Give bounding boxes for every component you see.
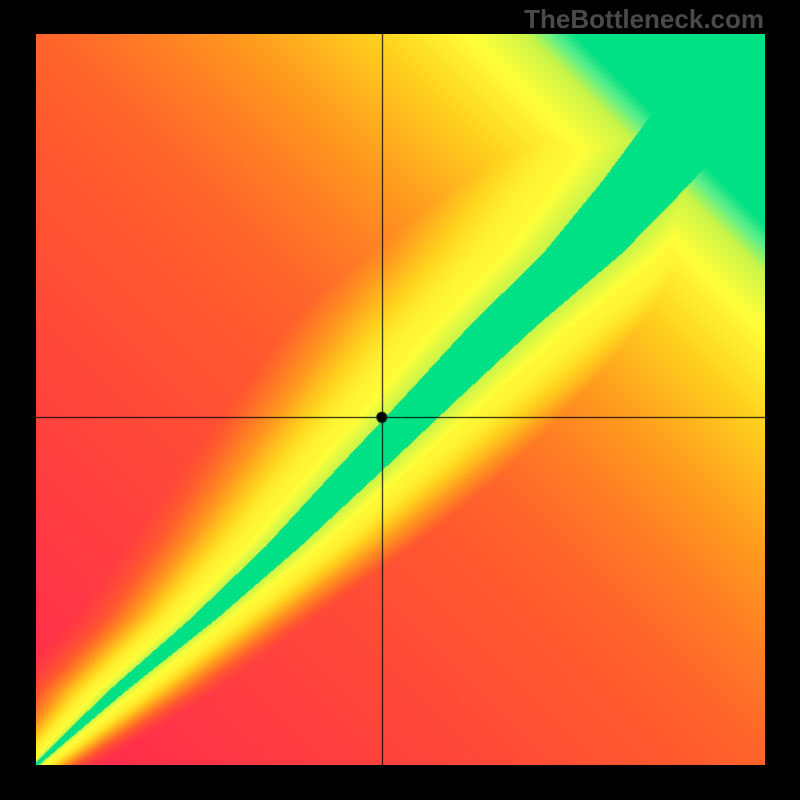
heatmap-plot <box>36 34 765 765</box>
chart-frame: TheBottleneck.com <box>0 0 800 800</box>
watermark-text: TheBottleneck.com <box>524 4 764 35</box>
heatmap-canvas <box>36 34 765 765</box>
